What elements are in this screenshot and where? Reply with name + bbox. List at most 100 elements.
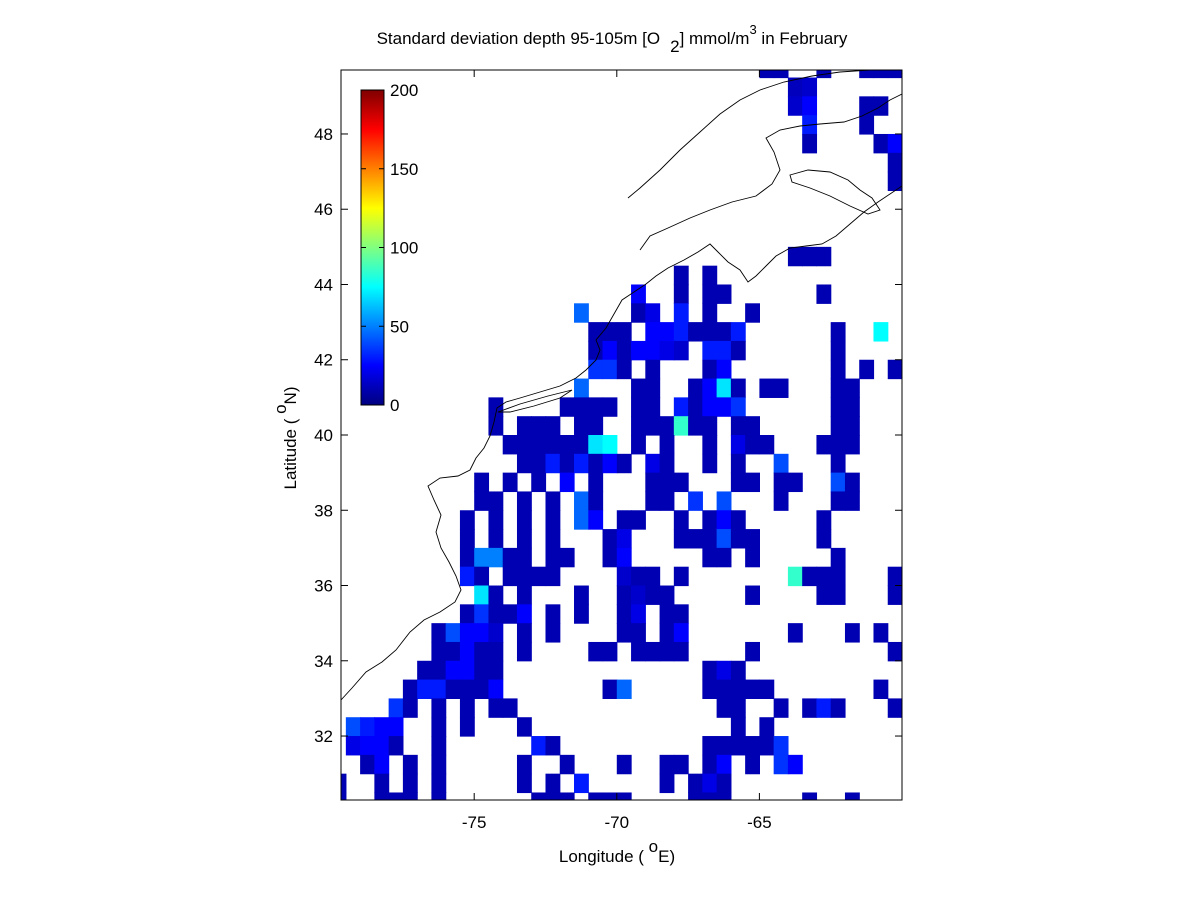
cell bbox=[516, 717, 532, 737]
cell bbox=[745, 641, 760, 662]
cell bbox=[659, 585, 675, 605]
cell bbox=[816, 510, 832, 530]
cell bbox=[730, 472, 746, 493]
cell bbox=[873, 623, 889, 643]
cell bbox=[402, 754, 418, 775]
chart-title: Standard deviation depth 95-105m [O 2] mm… bbox=[377, 22, 848, 56]
cell bbox=[516, 641, 532, 662]
cell bbox=[730, 416, 746, 436]
cell bbox=[730, 510, 746, 530]
cell bbox=[830, 378, 846, 398]
x-label-part: Longitude ( bbox=[559, 847, 649, 866]
cell bbox=[816, 529, 832, 549]
coastline-island bbox=[789, 169, 881, 215]
cell bbox=[559, 547, 575, 568]
cell bbox=[887, 585, 902, 605]
cell bbox=[716, 340, 732, 361]
cell bbox=[602, 547, 618, 568]
cell bbox=[887, 359, 902, 380]
cell bbox=[488, 585, 504, 605]
cell bbox=[688, 491, 703, 511]
cell bbox=[474, 547, 490, 568]
cell bbox=[417, 679, 433, 700]
cell bbox=[830, 585, 846, 605]
cell bbox=[816, 435, 832, 455]
cell bbox=[730, 529, 746, 549]
cell bbox=[616, 547, 632, 568]
cell bbox=[730, 660, 746, 681]
cell bbox=[688, 397, 703, 417]
cell bbox=[516, 529, 532, 549]
cell bbox=[702, 529, 718, 549]
y-label-degree: o bbox=[271, 404, 290, 413]
cell bbox=[631, 340, 646, 361]
cell bbox=[374, 754, 390, 775]
cell bbox=[659, 472, 675, 493]
cell bbox=[388, 736, 404, 756]
cell bbox=[516, 585, 532, 605]
cell bbox=[602, 322, 618, 342]
cell bbox=[602, 792, 618, 800]
cell bbox=[545, 623, 561, 643]
cell bbox=[345, 717, 361, 737]
cell bbox=[388, 698, 404, 718]
cell bbox=[588, 359, 604, 380]
cell bbox=[616, 340, 632, 361]
cell bbox=[702, 435, 718, 455]
cell bbox=[673, 566, 689, 587]
cell bbox=[588, 472, 604, 493]
cell bbox=[402, 773, 418, 794]
cell bbox=[474, 491, 490, 511]
y-tick-label: 32 bbox=[314, 727, 333, 746]
cell bbox=[702, 303, 718, 323]
cell bbox=[574, 510, 589, 530]
cell bbox=[702, 340, 718, 361]
cell bbox=[545, 773, 561, 794]
cell bbox=[745, 736, 760, 756]
cell bbox=[645, 378, 661, 398]
cell bbox=[374, 792, 390, 800]
cell bbox=[787, 566, 803, 587]
cell bbox=[887, 171, 902, 192]
cell bbox=[730, 322, 746, 342]
cell bbox=[688, 378, 703, 398]
cell bbox=[431, 754, 447, 775]
cell bbox=[673, 754, 689, 775]
cell bbox=[516, 773, 532, 794]
cell bbox=[688, 792, 703, 800]
cell bbox=[602, 679, 618, 700]
cell bbox=[631, 585, 646, 605]
cell bbox=[844, 435, 860, 455]
cell bbox=[745, 754, 760, 775]
cell bbox=[716, 679, 732, 700]
cell bbox=[745, 435, 760, 455]
cell bbox=[631, 604, 646, 624]
cell bbox=[673, 510, 689, 530]
cell bbox=[830, 435, 846, 455]
cell bbox=[659, 416, 675, 436]
cell bbox=[730, 679, 746, 700]
cell bbox=[844, 491, 860, 511]
cell bbox=[659, 754, 675, 775]
cell bbox=[716, 698, 732, 718]
cell bbox=[488, 491, 504, 511]
cell bbox=[559, 435, 575, 455]
cell bbox=[787, 96, 803, 116]
cell bbox=[616, 566, 632, 587]
cell bbox=[830, 453, 846, 474]
y-tick-label: 34 bbox=[314, 652, 333, 671]
cell bbox=[844, 416, 860, 436]
cell bbox=[631, 623, 646, 643]
cell bbox=[802, 792, 818, 800]
cell bbox=[773, 754, 789, 775]
cell bbox=[702, 359, 718, 380]
coastline-us bbox=[341, 185, 902, 701]
cell bbox=[616, 754, 632, 775]
cell bbox=[816, 698, 832, 718]
cell bbox=[730, 435, 746, 455]
cell bbox=[574, 416, 589, 436]
cell bbox=[773, 70, 789, 79]
cell bbox=[574, 604, 589, 624]
cell bbox=[716, 359, 732, 380]
cell bbox=[531, 435, 547, 455]
